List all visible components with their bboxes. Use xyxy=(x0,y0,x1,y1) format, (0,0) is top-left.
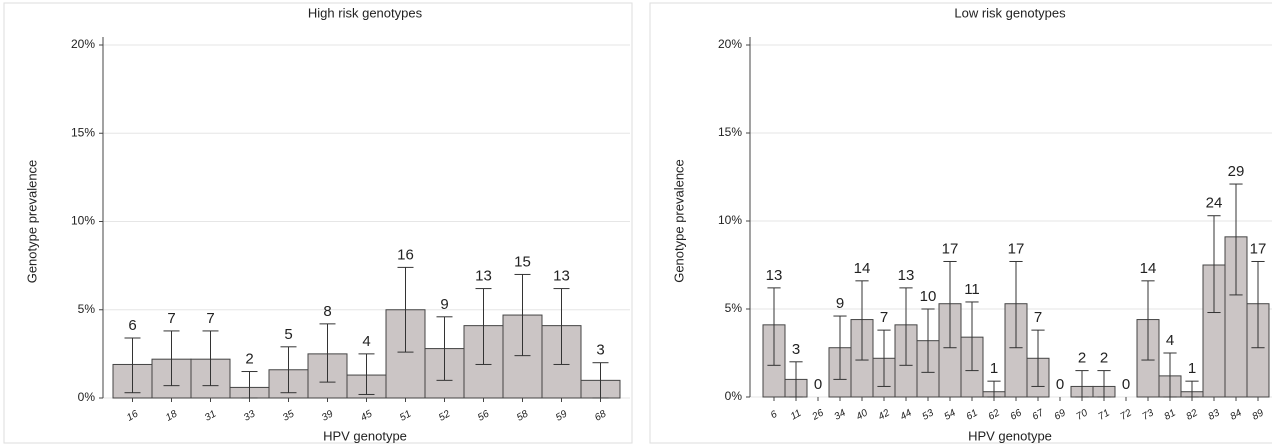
y-tick-label: 10% xyxy=(718,213,742,227)
count-label: 13 xyxy=(766,267,783,284)
x-tick-label: 58 xyxy=(515,408,531,423)
count-label: 11 xyxy=(964,281,980,298)
x-tick-label: 72 xyxy=(1119,407,1135,422)
y-axis-label: Genotype prevalence xyxy=(24,160,39,284)
count-label: 6 xyxy=(128,317,136,334)
count-label: 4 xyxy=(362,333,370,350)
count-label: 7 xyxy=(880,309,888,326)
x-tick-label: 83 xyxy=(1207,407,1223,422)
chart-title: Low risk genotypes xyxy=(954,5,1066,20)
count-label: 7 xyxy=(206,310,214,327)
count-label: 3 xyxy=(596,342,604,359)
y-tick-label: 15% xyxy=(718,125,742,139)
count-label: 0 xyxy=(814,376,822,393)
count-label: 5 xyxy=(284,326,292,343)
x-tick-label: 35 xyxy=(281,408,297,423)
x-tick-label: 59 xyxy=(554,408,570,423)
x-tick-label: 34 xyxy=(833,407,849,422)
x-tick-label: 18 xyxy=(164,408,180,423)
count-label: 17 xyxy=(1250,240,1267,257)
x-tick-label: 66 xyxy=(1009,407,1025,422)
count-label: 0 xyxy=(1056,376,1064,393)
count-label: 29 xyxy=(1228,163,1245,180)
count-label: 24 xyxy=(1206,195,1223,212)
x-tick-label: 70 xyxy=(1075,407,1091,422)
count-label: 0 xyxy=(1122,376,1130,393)
y-tick-label: 5% xyxy=(725,301,743,315)
count-label: 1 xyxy=(1188,360,1196,377)
y-tick-label: 0% xyxy=(78,390,96,404)
count-label: 4 xyxy=(1166,332,1174,349)
count-label: 10 xyxy=(920,288,937,305)
panel-frame xyxy=(3,2,633,444)
count-label: 14 xyxy=(854,260,871,277)
x-tick-label: 84 xyxy=(1229,407,1245,422)
x-tick-label: 33 xyxy=(242,408,258,423)
x-tick-label: 39 xyxy=(320,408,336,423)
x-tick-label: 16 xyxy=(125,408,141,423)
count-label: 9 xyxy=(440,296,448,313)
x-tick-label: 82 xyxy=(1185,407,1201,422)
count-label: 2 xyxy=(1100,350,1108,367)
count-label: 13 xyxy=(898,267,915,284)
chart-title: High risk genotypes xyxy=(308,5,423,20)
count-label: 13 xyxy=(553,268,570,285)
x-tick-label: 42 xyxy=(877,407,893,422)
count-label: 16 xyxy=(397,246,414,263)
count-label: 17 xyxy=(942,240,959,257)
x-tick-label: 62 xyxy=(987,407,1003,422)
x-tick-label: 40 xyxy=(855,407,871,422)
x-tick-label: 67 xyxy=(1031,407,1047,422)
x-axis-label: HPV genotype xyxy=(968,428,1052,443)
y-tick-label: 5% xyxy=(78,302,96,316)
x-tick-label: 71 xyxy=(1097,408,1112,423)
count-label: 3 xyxy=(792,341,800,358)
x-tick-label: 53 xyxy=(921,407,937,422)
y-tick-label: 0% xyxy=(725,389,743,403)
x-tick-label: 56 xyxy=(476,408,492,423)
count-label: 13 xyxy=(475,268,492,285)
count-label: 7 xyxy=(1034,309,1042,326)
x-tick-label: 51 xyxy=(398,409,413,424)
count-label: 8 xyxy=(323,303,331,320)
count-label: 7 xyxy=(167,310,175,327)
y-axis-label: Genotype prevalence xyxy=(671,159,686,283)
y-tick-label: 15% xyxy=(71,125,95,139)
count-label: 15 xyxy=(514,253,531,270)
x-tick-label: 89 xyxy=(1251,407,1267,422)
x-tick-label: 68 xyxy=(593,408,609,423)
y-tick-label: 20% xyxy=(71,37,95,51)
x-tick-label: 69 xyxy=(1053,407,1069,422)
x-tick-label: 52 xyxy=(437,408,453,423)
count-label: 2 xyxy=(1078,350,1086,367)
count-label: 1 xyxy=(990,360,998,377)
y-tick-label: 10% xyxy=(71,214,95,228)
x-tick-label: 11 xyxy=(789,408,803,423)
x-tick-label: 45 xyxy=(359,408,375,423)
count-label: 14 xyxy=(1140,260,1157,277)
x-axis-label: HPV genotype xyxy=(323,428,407,443)
count-label: 17 xyxy=(1008,240,1025,257)
count-label: 2 xyxy=(245,350,253,367)
x-tick-label: 73 xyxy=(1141,407,1157,422)
x-tick-label: 61 xyxy=(965,408,980,423)
count-label: 9 xyxy=(836,295,844,312)
x-tick-label: 81 xyxy=(1163,408,1178,423)
x-tick-label: 31 xyxy=(203,409,218,424)
x-tick-label: 6 xyxy=(769,409,780,422)
x-tick-label: 44 xyxy=(899,407,915,422)
x-tick-label: 54 xyxy=(943,407,959,422)
y-tick-label: 20% xyxy=(718,37,742,51)
x-tick-label: 26 xyxy=(810,407,826,423)
panel-frame xyxy=(649,2,1272,444)
